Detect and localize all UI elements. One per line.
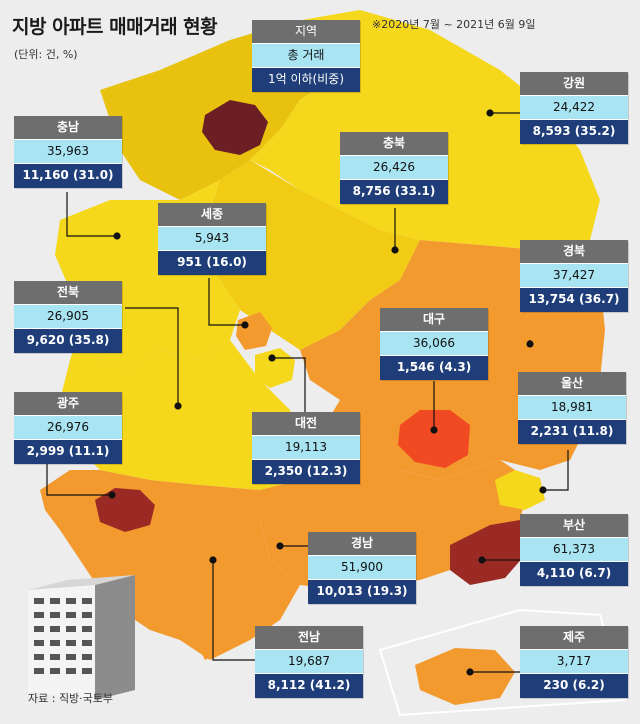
leader-line-jeonnam — [212, 560, 255, 661]
region-box-gyeongbuk: 경북 37,427 13,754 (36.7) — [520, 240, 628, 312]
seoul-shape — [202, 100, 268, 155]
region-total: 18,981 — [518, 395, 626, 419]
region-sub: 2,231 (11.8) — [518, 419, 626, 444]
region-box-gyeongnam: 경남 51,900 10,013 (19.3) — [308, 532, 416, 604]
region-sub: 2,350 (12.3) — [252, 459, 360, 484]
region-name: 부산 — [520, 514, 628, 537]
region-sub: 8,112 (41.2) — [255, 673, 363, 698]
region-total: 51,900 — [308, 555, 416, 579]
leader-dot-gwangju — [108, 491, 116, 499]
region-name: 강원 — [520, 72, 628, 95]
jeju-shape — [415, 648, 515, 705]
region-total: 24,422 — [520, 95, 628, 119]
leader-dot-ulsan — [539, 486, 547, 494]
region-box-jeju: 제주 3,717 230 (6.2) — [520, 626, 628, 698]
region-name: 대전 — [252, 412, 360, 435]
leader-dot-busan — [478, 556, 486, 564]
page-title: 지방 아파트 매매거래 현황 — [12, 16, 218, 38]
leader-line-jeonbuk — [125, 307, 179, 406]
region-sub: 4,110 (6.7) — [520, 561, 628, 586]
leader-dot-jeonnam — [209, 556, 217, 564]
legend-total-label: 총 거래 — [252, 43, 360, 67]
region-name: 대구 — [380, 308, 488, 331]
region-total: 19,687 — [255, 649, 363, 673]
region-sub: 1,546 (4.3) — [380, 355, 488, 380]
leader-line-gwangju — [46, 464, 112, 496]
leader-dot-chungbuk — [391, 246, 399, 254]
region-box-gwangju: 광주 26,976 2,999 (11.1) — [14, 392, 122, 464]
jeonnam-island-2 — [230, 590, 262, 622]
region-name: 세종 — [158, 203, 266, 226]
region-box-gangwon: 강원 24,422 8,593 (35.2) — [520, 72, 628, 144]
region-sub: 10,013 (19.3) — [308, 579, 416, 604]
leader-dot-gangwon — [486, 109, 494, 117]
leader-dot-daegu — [430, 426, 438, 434]
leader-line-daejeon — [272, 357, 306, 412]
region-total: 19,113 — [252, 435, 360, 459]
region-name: 울산 — [518, 372, 626, 395]
busan-shape — [450, 520, 525, 585]
region-sub: 11,160 (31.0) — [14, 163, 122, 188]
source-note: 자료 : 직방·국토부 — [28, 692, 114, 705]
region-total: 37,427 — [520, 263, 628, 287]
legend-region-label: 지역 — [252, 20, 360, 43]
region-total: 26,976 — [14, 415, 122, 439]
region-total: 36,066 — [380, 331, 488, 355]
region-sub: 230 (6.2) — [520, 673, 628, 698]
unit-label: (단위: 건, %) — [14, 48, 78, 61]
legend-sub-label: 1억 이하(비중) — [252, 67, 360, 92]
region-total: 35,963 — [14, 139, 122, 163]
region-sub: 2,999 (11.1) — [14, 439, 122, 464]
period-note: ※2020년 7월 ~ 2021년 6월 9일 — [372, 18, 536, 31]
region-box-jeonbuk: 전북 26,905 9,620 (35.8) — [14, 281, 122, 353]
region-box-chungnam: 충남 35,963 11,160 (31.0) — [14, 116, 122, 188]
region-total: 26,905 — [14, 304, 122, 328]
region-sub: 951 (16.0) — [158, 250, 266, 275]
region-sub: 8,593 (35.2) — [520, 119, 628, 144]
gwangju-shape — [95, 488, 155, 532]
legend-box: 지역 총 거래 1억 이하(비중) — [252, 20, 360, 92]
leader-line-ulsan — [543, 450, 569, 491]
region-sub: 9,620 (35.8) — [14, 328, 122, 353]
leader-dot-gyeongbuk — [526, 340, 534, 348]
region-name: 경북 — [520, 240, 628, 263]
region-total: 5,943 — [158, 226, 266, 250]
leader-line-sejong — [208, 278, 245, 326]
jeonbuk-shape — [60, 330, 310, 490]
region-name: 제주 — [520, 626, 628, 649]
region-name: 광주 — [14, 392, 122, 415]
region-name: 충북 — [340, 132, 448, 155]
region-box-busan: 부산 61,373 4,110 (6.7) — [520, 514, 628, 586]
region-box-chungbuk: 충북 26,426 8,756 (33.1) — [340, 132, 448, 204]
ulsan-shape — [495, 470, 545, 510]
region-sub: 13,754 (36.7) — [520, 287, 628, 312]
region-name: 충남 — [14, 116, 122, 139]
region-name: 전남 — [255, 626, 363, 649]
leader-dot-jeju — [466, 668, 474, 676]
region-box-daejeon: 대전 19,113 2,350 (12.3) — [252, 412, 360, 484]
apartment-building-icon — [28, 575, 135, 700]
jeonnam-island-3 — [195, 635, 222, 660]
region-total: 3,717 — [520, 649, 628, 673]
leader-dot-gyeongnam — [276, 542, 284, 550]
jeonnam-island-1 — [150, 595, 185, 625]
daejeon-shape — [255, 348, 295, 388]
region-box-sejong: 세종 5,943 951 (16.0) — [158, 203, 266, 275]
region-name: 전북 — [14, 281, 122, 304]
region-sub: 8,756 (33.1) — [340, 179, 448, 204]
region-total: 26,426 — [340, 155, 448, 179]
leader-dot-sejong — [241, 321, 249, 329]
leader-dot-daejeon — [268, 354, 276, 362]
daegu-shape — [398, 410, 470, 468]
leader-line-chungnam — [66, 192, 117, 237]
region-box-daegu: 대구 36,066 1,546 (4.3) — [380, 308, 488, 380]
region-box-jeonnam: 전남 19,687 8,112 (41.2) — [255, 626, 363, 698]
leader-dot-chungnam — [113, 232, 121, 240]
leader-dot-jeonbuk — [174, 402, 182, 410]
region-box-ulsan: 울산 18,981 2,231 (11.8) — [518, 372, 626, 444]
region-total: 61,373 — [520, 537, 628, 561]
region-name: 경남 — [308, 532, 416, 555]
